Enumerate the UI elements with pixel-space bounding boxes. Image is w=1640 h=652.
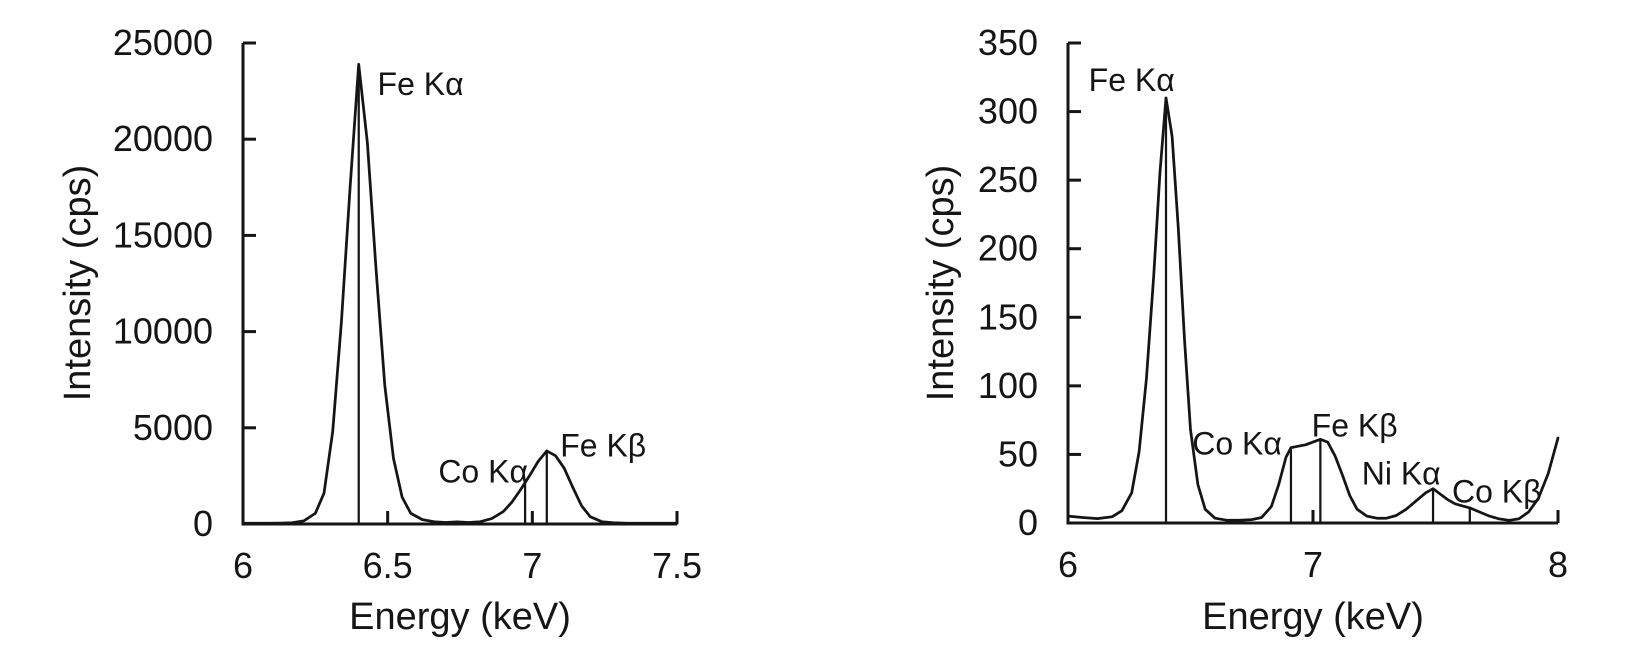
x-tick-label: 6 — [1058, 544, 1078, 585]
y-tick-label: 5000 — [133, 407, 213, 448]
spectrum-plot: 0 50 100 150 200 250 300 350 6 7 8 Fe Kα Co Kα Fe Kβ N… — [978, 22, 1568, 585]
x-tick-label: 7 — [1303, 544, 1323, 585]
y-tick-label: 20000 — [113, 118, 213, 159]
spectrum-curve — [241, 62, 679, 525]
y-tick-label: 25000 — [113, 22, 213, 63]
y-tick-label: 250 — [978, 159, 1038, 200]
y-tick-label: 10000 — [113, 311, 213, 352]
spectrum-plot: 0 5000 10000 15000 20000 25000 6 6.5 7 7.5 Fe Kα Co… — [113, 22, 702, 586]
xrf-spectrum-chart-right: Energy (keV) Intensity (cps) 0 50 100 150 20… — [820, 0, 1640, 652]
y-tick-label: 100 — [978, 365, 1038, 406]
x-tick-label: 8 — [1548, 544, 1568, 585]
spectrum-curve — [1066, 96, 1560, 522]
y-tick-label: 150 — [978, 296, 1038, 337]
xrf-spectrum-chart-left: Energy (keV) Intensity (cps) 0 5000 10000 1… — [57, 22, 702, 638]
y-tick-label: 50 — [998, 433, 1038, 474]
y-tick-label: 15000 — [113, 214, 213, 255]
peak-label-co-ka: Co Kα — [438, 454, 528, 490]
peak-label-ni-ka: Ni Kα — [1362, 456, 1441, 492]
x-tick-label: 7.5 — [652, 545, 702, 586]
x-tick-label: 7 — [522, 545, 542, 586]
peak-label-fe-kb: Fe Kβ — [1312, 408, 1398, 444]
peak-label-fe-kb: Fe Kβ — [560, 428, 646, 464]
x-tick-label: 6 — [233, 545, 253, 586]
y-tick-label: 300 — [978, 91, 1038, 132]
y-tick-label: 350 — [978, 22, 1038, 63]
peak-label-co-ka: Co Kα — [1192, 425, 1282, 461]
y-tick-label: 0 — [193, 503, 213, 544]
x-tick-label: 6.5 — [363, 545, 413, 586]
peak-label-co-kb: Co Kβ — [1452, 473, 1542, 509]
peak-label-fe-ka: Fe Kα — [1089, 62, 1175, 98]
y-tick-label: 200 — [978, 228, 1038, 269]
peak-label-fe-ka: Fe Kα — [378, 66, 464, 102]
y-tick-label: 0 — [1018, 502, 1038, 543]
x-axis-title: Energy (keV) — [349, 596, 571, 638]
x-axis-title: Energy (keV) — [1202, 596, 1424, 638]
